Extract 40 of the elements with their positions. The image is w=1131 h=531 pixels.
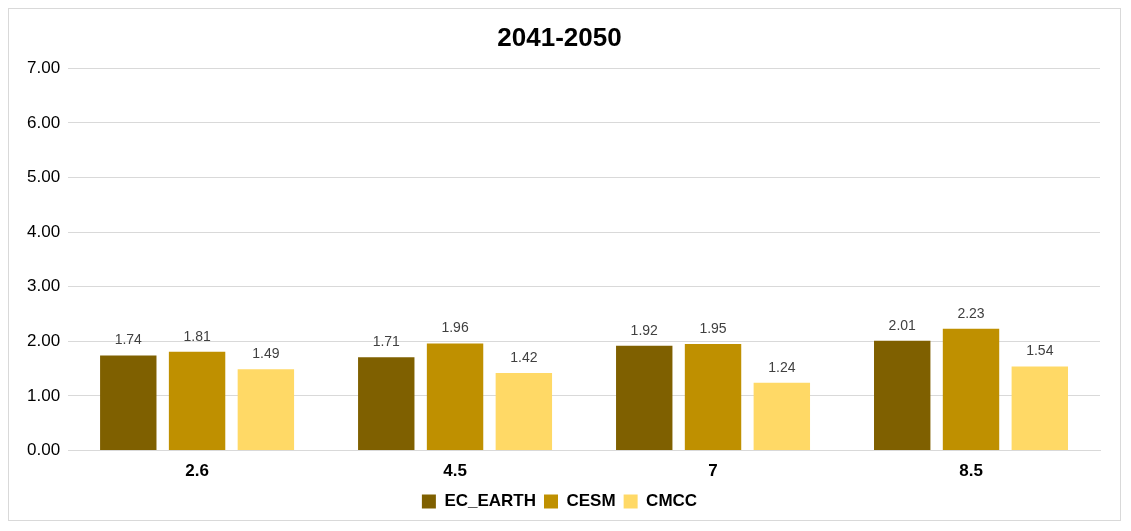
bar: [237, 369, 295, 451]
y-tick-label: 1.00: [26, 385, 61, 405]
y-tick-label: 6.00: [26, 112, 61, 132]
data-label: 2.23: [957, 304, 985, 321]
bar: [100, 355, 157, 451]
data-label: 1.92: [630, 321, 659, 338]
chart-title: 2041-2050: [497, 21, 622, 52]
x-tick-label: 2.6: [185, 461, 209, 481]
bar: [1011, 366, 1069, 451]
y-tick-label: 3.00: [26, 276, 61, 296]
data-label: 1.96: [441, 319, 469, 336]
bar: [874, 340, 931, 451]
y-tick-label: 5.00: [26, 167, 61, 187]
legend-label: EC_EARTH: [444, 491, 537, 511]
data-label: 1.81: [183, 327, 211, 344]
legend-label: CESM: [566, 491, 616, 511]
y-tick-label: 2.00: [26, 331, 61, 351]
data-label: 1.42: [510, 348, 538, 365]
legend-label: CMCC: [646, 491, 698, 511]
bar: [753, 382, 811, 451]
data-label: 1.24: [768, 358, 796, 375]
bar: [358, 357, 415, 451]
bar: [942, 328, 1000, 451]
bar: [426, 343, 484, 451]
bar: [168, 351, 226, 451]
y-tick-label: 7.00: [26, 57, 61, 77]
x-tick-label: 4.5: [443, 461, 467, 481]
data-label: 1.54: [1026, 342, 1054, 359]
y-tick-label: 0.00: [26, 440, 61, 460]
x-tick-label: 7: [708, 461, 718, 481]
data-label: 1.49: [252, 345, 280, 362]
bar: [684, 344, 742, 451]
y-tick-label: 4.00: [26, 221, 61, 241]
data-label: 1.71: [372, 333, 401, 350]
bar: [616, 345, 673, 451]
data-label: 2.01: [888, 316, 917, 333]
data-label: 1.95: [699, 319, 727, 336]
bar: [495, 373, 553, 451]
data-label: 1.74: [114, 331, 143, 348]
x-tick-label: 8.5: [959, 461, 983, 481]
